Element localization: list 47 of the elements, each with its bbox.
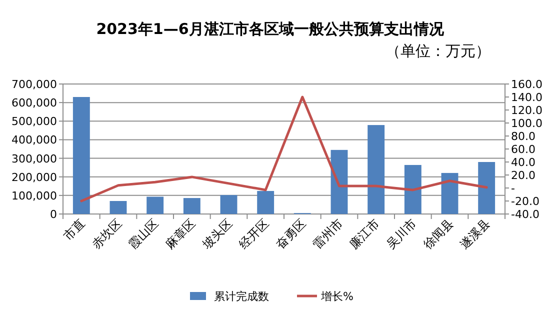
x-tick-label: 吴川市 <box>384 216 420 252</box>
x-tick-label: 赤坎区 <box>89 216 124 252</box>
x-tick-label: 徐闻县 <box>420 216 456 252</box>
x-tick-label: 奋勇区 <box>273 216 309 252</box>
x-tick-label: 雷州市 <box>310 216 346 252</box>
bar <box>478 162 496 214</box>
y2-tick-label: 100.0 <box>511 117 542 130</box>
x-tick-label: 霞山区 <box>126 216 162 252</box>
chart-title: 2023年1—6月湛江市各区域一般公共预算支出情况 <box>96 20 445 38</box>
y2-tick-label: - <box>511 182 515 195</box>
y-tick-label: 600,000 <box>12 96 57 110</box>
y-tick-label: 300,000 <box>12 152 57 166</box>
y-tick-label: 100,000 <box>12 189 57 202</box>
bar <box>146 196 164 214</box>
y2-tick-label: 40.0 <box>511 156 536 169</box>
y2-tick-label: 140.0 <box>511 91 542 104</box>
x-tick-label: 市直 <box>60 216 88 244</box>
x-tick-label: 麻章区 <box>162 216 198 252</box>
y2-tick-label: 80.0 <box>511 130 536 143</box>
bar <box>72 97 90 214</box>
x-tick-label: 经开区 <box>236 216 272 252</box>
y2-tick-label: 120.0 <box>511 104 542 117</box>
y2-tick-label: -20.0 <box>511 195 540 208</box>
y2-tick-label: 20.0 <box>511 169 536 182</box>
legend-label: 增长% <box>320 290 354 303</box>
bar <box>404 164 422 214</box>
bar <box>110 201 127 214</box>
y2-tick-label: 60.0 <box>511 143 536 156</box>
y-tick-label: 700,000 <box>12 78 57 91</box>
y-tick-label: 400,000 <box>12 134 57 147</box>
bar <box>330 150 348 214</box>
x-tick-label: 遂溪县 <box>457 216 493 252</box>
bar <box>368 125 385 214</box>
bar <box>183 198 200 214</box>
chart-subtitle: （单位：万元） <box>386 42 490 60</box>
y2-tick-label: -40.0 <box>511 208 540 221</box>
y-tick-label: 500,000 <box>12 115 57 128</box>
x-tick-label: 廉江市 <box>346 216 382 252</box>
bar <box>220 195 238 214</box>
line-series <box>80 96 488 202</box>
legend-label: 累计完成数 <box>214 290 269 303</box>
y2-tick-label: 160.0 <box>511 78 542 91</box>
y-tick-label: 0 <box>50 208 57 221</box>
y-tick-label: 200,000 <box>12 170 57 184</box>
x-tick-label: 坡头区 <box>198 216 235 252</box>
bar <box>441 172 458 214</box>
bar <box>257 190 274 214</box>
